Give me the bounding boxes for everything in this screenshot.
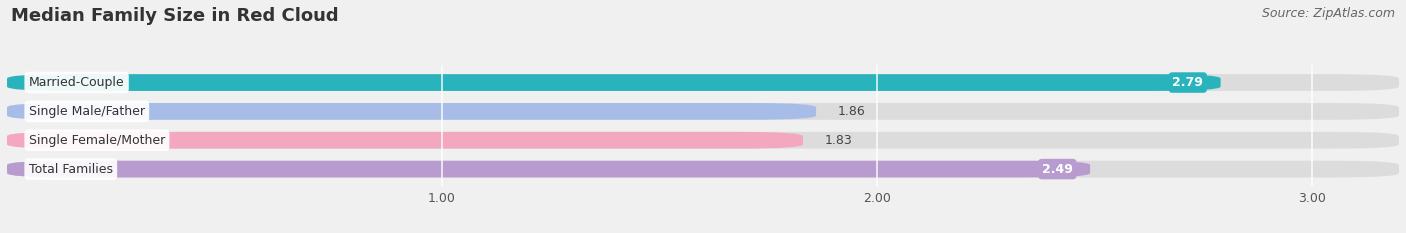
Text: 1.86: 1.86 <box>838 105 866 118</box>
FancyBboxPatch shape <box>7 161 1090 178</box>
FancyBboxPatch shape <box>7 132 1399 149</box>
Text: Single Female/Mother: Single Female/Mother <box>28 134 165 147</box>
Text: Single Male/Father: Single Male/Father <box>28 105 145 118</box>
FancyBboxPatch shape <box>7 74 1399 91</box>
Text: 2.79: 2.79 <box>1173 76 1204 89</box>
FancyBboxPatch shape <box>7 74 1220 91</box>
Text: 2.49: 2.49 <box>1042 163 1073 176</box>
FancyBboxPatch shape <box>7 132 803 149</box>
FancyBboxPatch shape <box>7 103 1399 120</box>
FancyBboxPatch shape <box>7 103 815 120</box>
Text: Married-Couple: Married-Couple <box>28 76 124 89</box>
Text: Total Families: Total Families <box>28 163 112 176</box>
Text: Median Family Size in Red Cloud: Median Family Size in Red Cloud <box>11 7 339 25</box>
Text: 1.83: 1.83 <box>825 134 852 147</box>
FancyBboxPatch shape <box>7 161 1399 178</box>
Text: Source: ZipAtlas.com: Source: ZipAtlas.com <box>1261 7 1395 20</box>
